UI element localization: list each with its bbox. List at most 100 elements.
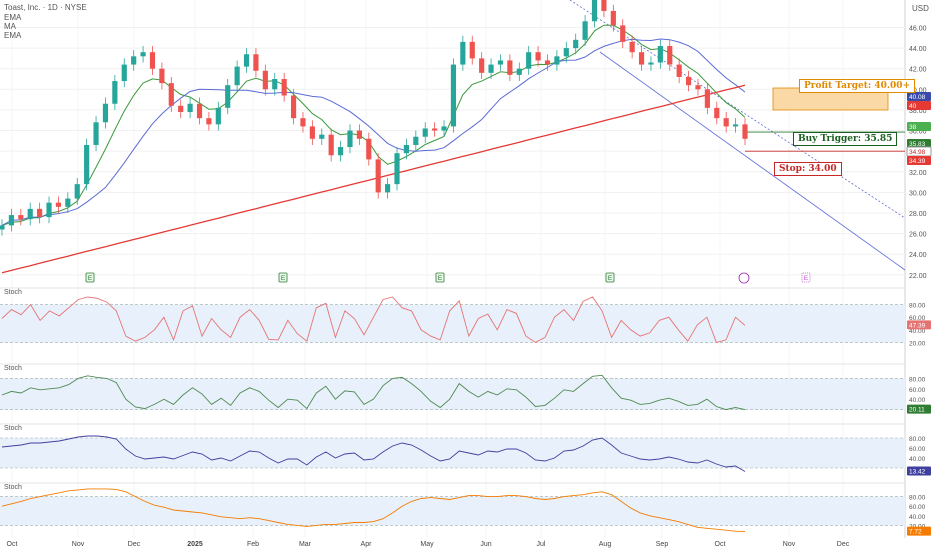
candle-body <box>102 103 109 123</box>
candle-body <box>112 81 118 104</box>
ema-fast-line <box>1 24 746 226</box>
candle-body <box>582 21 588 40</box>
candle-body <box>93 122 99 145</box>
candle-body <box>394 153 400 185</box>
price-badge <box>907 139 931 148</box>
x-tick-label: Nov <box>783 541 796 548</box>
candle-body <box>74 184 80 199</box>
candle-body <box>526 52 532 69</box>
osc-tick-label: 40.00 <box>909 514 926 521</box>
price-badge <box>907 122 931 131</box>
y-tick-label: 30.00 <box>909 190 927 197</box>
candle-body <box>375 159 381 193</box>
candle-body <box>159 68 165 84</box>
x-tick-label: Nov <box>72 541 85 548</box>
candle-body <box>149 52 156 69</box>
candle-body <box>629 41 635 53</box>
candle-body <box>695 85 701 90</box>
candle-body <box>215 107 221 125</box>
candle-body <box>450 64 457 127</box>
candle-body <box>46 202 52 218</box>
earnings-marker-label: E <box>608 275 613 282</box>
candle-body <box>591 0 598 22</box>
x-tick-label: Feb <box>247 541 259 548</box>
candle-body <box>667 46 673 65</box>
candle-body <box>742 124 748 139</box>
price-badge-label: 40.08 <box>909 94 926 101</box>
earnings-marker <box>278 272 288 283</box>
osc-badge <box>907 404 931 414</box>
osc-tick-label: 80.00 <box>909 436 926 443</box>
candle-body <box>610 10 616 26</box>
candle-body <box>563 48 569 57</box>
chart-title: Toast, Inc. · 1D · NYSE <box>4 3 87 12</box>
x-tick-label: Jun <box>480 541 491 548</box>
candle-body <box>328 134 334 156</box>
osc-badge <box>907 320 931 330</box>
indicator-ema-1: EMA <box>4 13 22 22</box>
candle-body <box>121 64 127 82</box>
candle-body <box>516 68 522 75</box>
candle-body <box>196 103 203 119</box>
candle-body <box>638 52 645 65</box>
candle-body <box>460 41 466 65</box>
price-badge-label: 35.83 <box>909 141 926 148</box>
candle-body <box>432 128 438 131</box>
x-tick-label: Apr <box>361 541 373 548</box>
price-badge-label: 34.39 <box>909 158 926 165</box>
osc-badge-label: 13.42 <box>909 469 926 476</box>
candle-body <box>573 39 579 49</box>
ema-slow-line <box>1 84 746 274</box>
osc-tick-label: 80.00 <box>909 303 926 310</box>
candle-body <box>714 107 720 119</box>
price-badge <box>907 101 931 110</box>
osc-tick-label: 80.00 <box>909 495 926 502</box>
candle-body <box>253 54 259 71</box>
oscillator-name: Stoch <box>4 289 22 296</box>
candle-body <box>441 126 447 131</box>
y-tick-label: 26.00 <box>909 232 927 239</box>
candle-body <box>309 126 315 139</box>
osc-tick-label: 60.00 <box>909 387 926 394</box>
oscillator-line <box>1 435 746 472</box>
candle-body <box>413 136 419 145</box>
y-tick-label: 36.00 <box>909 129 927 136</box>
x-tick-label: Oct <box>7 541 18 548</box>
x-tick-label: 2025 <box>187 541 203 548</box>
osc-badge-label: 20.11 <box>909 407 925 414</box>
candle-body <box>648 62 654 65</box>
y-tick-label: 32.00 <box>909 170 927 177</box>
earnings-marker-label: E <box>88 275 93 282</box>
oscillator-name: Stoch <box>4 365 22 372</box>
y-tick-label: 24.00 <box>909 252 927 259</box>
candle-body <box>366 138 372 160</box>
price-badge <box>907 92 931 101</box>
channel-lower <box>599 51 906 271</box>
candle-body <box>554 56 560 65</box>
earnings-marker-label: E <box>438 275 443 282</box>
currency-label: USD <box>912 4 929 13</box>
candle-body <box>187 103 193 112</box>
dividend-icon <box>738 272 750 284</box>
candle-body <box>507 60 513 75</box>
y-tick-label: 28.00 <box>909 211 927 218</box>
candle-body <box>544 60 551 65</box>
oscillator-band <box>0 438 905 468</box>
candle-body <box>676 64 682 77</box>
x-tick-label: Jul <box>537 541 546 548</box>
earnings-marker <box>605 272 615 283</box>
x-tick-label: Oct <box>715 541 726 548</box>
x-tick-label: Dec <box>837 541 850 548</box>
indicator-ma: MA <box>4 22 16 31</box>
candle-body <box>356 130 362 139</box>
x-tick-label: Sep <box>656 541 669 548</box>
stop-label: Stop: 34.00 <box>774 162 842 176</box>
osc-tick-label: 20.00 <box>909 340 926 347</box>
candle-body <box>272 79 278 90</box>
candle-body <box>385 184 391 193</box>
osc-tick-label: 40.00 <box>909 397 926 404</box>
osc-tick-label: 40.00 <box>909 328 926 335</box>
candle-body <box>225 85 231 108</box>
candle-body <box>620 25 626 42</box>
